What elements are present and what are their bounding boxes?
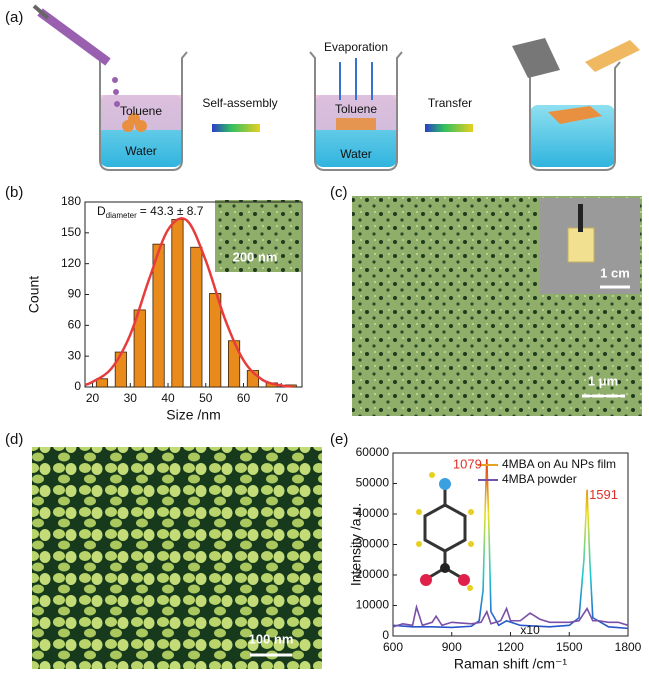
peak-label: 1591 bbox=[589, 487, 618, 502]
legend-label: 4MBA on Au NPs film bbox=[502, 457, 616, 471]
label: Evaporation bbox=[324, 40, 388, 54]
beaker bbox=[512, 38, 640, 171]
x-tick-label: 70 bbox=[275, 391, 289, 405]
bar bbox=[152, 243, 165, 388]
y-tick-label: 150 bbox=[61, 225, 81, 239]
x-tick-label: 600 bbox=[383, 640, 403, 654]
x-tick-label: 60 bbox=[237, 391, 251, 405]
x-tick-label: 20 bbox=[86, 391, 100, 405]
x-tick-label: 1500 bbox=[556, 640, 583, 654]
scale-bar-label: 1 μm bbox=[588, 373, 618, 388]
bar bbox=[95, 378, 109, 388]
y-tick-label: 90 bbox=[68, 287, 82, 301]
label: Self-assembly bbox=[202, 96, 277, 110]
annotation-symbol: D bbox=[97, 204, 106, 218]
sem-image: 1 cm 1 μm bbox=[352, 196, 642, 416]
x-tick-label: 1800 bbox=[615, 640, 642, 654]
y-tick-label: 30000 bbox=[356, 537, 390, 551]
panel-label: (b) bbox=[5, 184, 23, 201]
y-tick-label: 60000 bbox=[356, 445, 390, 459]
y-axis-label: Count bbox=[26, 276, 42, 313]
arrow bbox=[212, 124, 260, 132]
y-tick-label: 10000 bbox=[356, 598, 390, 612]
series-line bbox=[392, 459, 629, 630]
label: Water bbox=[340, 147, 372, 161]
label: Toluene bbox=[335, 102, 377, 116]
panel-label: (e) bbox=[330, 431, 348, 448]
annotation-subscript: diameter bbox=[106, 211, 137, 220]
x-tick-label: 50 bbox=[199, 391, 213, 405]
inset-image: 200 nm bbox=[215, 200, 301, 272]
y-axis-label: Intensity /a.u. bbox=[348, 503, 364, 586]
y-tick-label: 30 bbox=[68, 348, 82, 362]
y-tick-label: 0 bbox=[382, 628, 389, 642]
bar bbox=[171, 219, 184, 388]
molecule bbox=[416, 472, 474, 591]
scale-bar-label: 100 nm bbox=[249, 631, 294, 646]
panel-label: (d) bbox=[5, 431, 23, 448]
panel-label: (c) bbox=[330, 184, 348, 201]
y-tick-label: 60 bbox=[68, 318, 82, 332]
series-line bbox=[392, 603, 629, 628]
x-tick-label: 900 bbox=[442, 640, 462, 654]
beaker bbox=[309, 51, 403, 171]
x-tick-label: 1200 bbox=[497, 640, 524, 654]
y-tick-label: 180 bbox=[61, 194, 81, 208]
beaker bbox=[32, 4, 188, 171]
y-tick-label: 40000 bbox=[356, 506, 390, 520]
x-tick-label: 30 bbox=[124, 391, 138, 405]
peak-label: 1079 bbox=[453, 457, 482, 472]
y-tick-label: 120 bbox=[61, 256, 81, 270]
scale-note: x10 bbox=[520, 623, 540, 637]
y-tick-label: 20000 bbox=[356, 567, 390, 581]
x-axis-label: Raman shift /cm⁻¹ bbox=[454, 656, 568, 672]
annotation: Ddiameter = 43.3 ± 8.7 bbox=[97, 204, 204, 220]
fit-curve bbox=[84, 217, 293, 388]
y-tick-label: 50000 bbox=[356, 476, 390, 490]
legend-label: 4MBA powder bbox=[502, 472, 577, 486]
scale-bar-label: 1 cm bbox=[600, 265, 630, 280]
label: Transfer bbox=[428, 96, 472, 110]
scheme: (a) Toluene Water Self-assembly Evaporat… bbox=[5, 4, 640, 171]
panel-label: (a) bbox=[5, 9, 23, 26]
x-tick-label: 40 bbox=[161, 391, 175, 405]
label: Water bbox=[125, 144, 157, 158]
scale-bar-label: 200 nm bbox=[233, 249, 278, 264]
y-tick-label: 0 bbox=[74, 379, 81, 393]
bar bbox=[209, 293, 222, 388]
bar bbox=[190, 246, 203, 388]
sem-image: 100 nm bbox=[32, 447, 322, 669]
arrow bbox=[425, 124, 473, 132]
x-axis-label: Size /nm bbox=[166, 407, 220, 423]
label: Toluene bbox=[120, 104, 162, 118]
bar bbox=[114, 351, 127, 388]
annotation-text: = 43.3 ± 8.7 bbox=[140, 204, 204, 218]
